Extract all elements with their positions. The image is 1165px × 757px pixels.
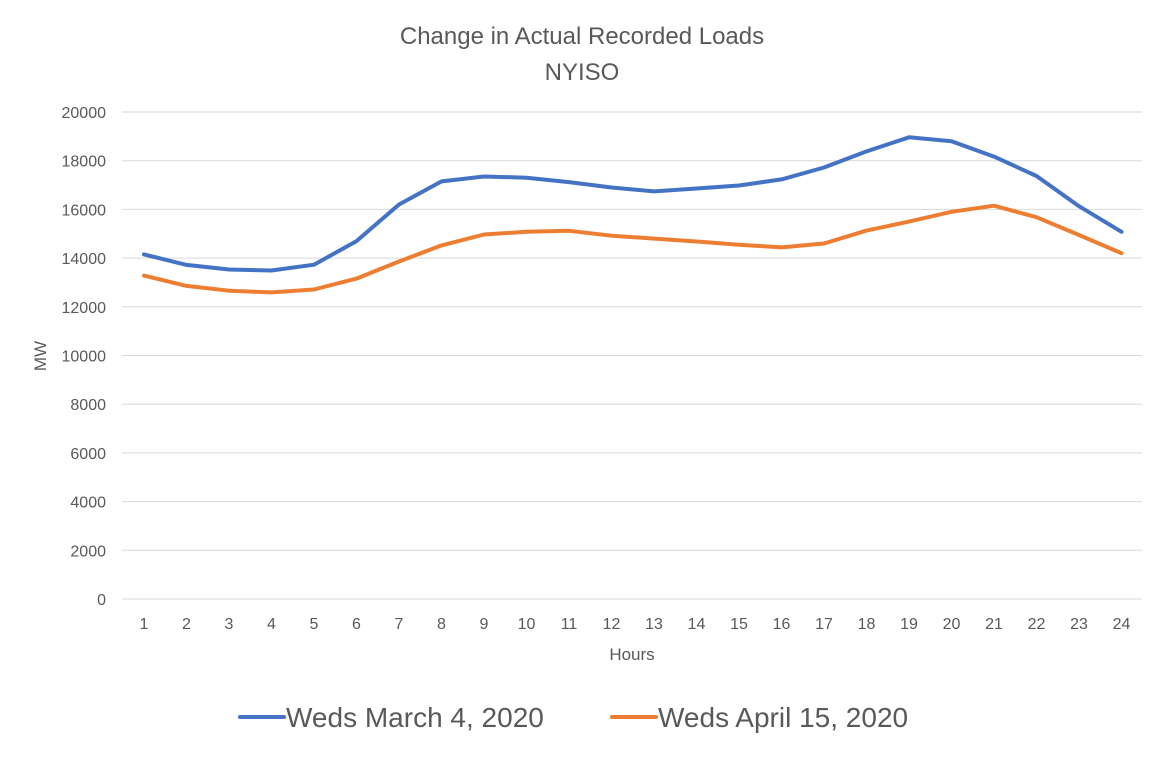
x-tick-label: 9 [480,616,489,633]
y-axis-title: MW [31,341,50,371]
x-tick-label: 20 [943,616,961,633]
x-tick-label: 24 [1113,616,1131,633]
legend-label-2: Weds April 15, 2020 [658,702,908,733]
x-tick-label: 16 [773,616,791,633]
series-line-2 [142,203,1124,295]
y-tick-label: 4000 [70,495,106,512]
x-tick-label: 18 [858,616,876,633]
x-tick-label: 5 [310,616,319,633]
y-tick-label: 10000 [62,349,107,366]
x-tick-label: 6 [352,616,361,633]
x-tick-label: 23 [1070,616,1088,633]
chart-subtitle: NYISO [545,59,620,86]
y-tick-label: 14000 [62,251,107,268]
y-tick-label: 18000 [62,154,107,171]
x-tick-label: 10 [518,616,536,633]
x-tick-label: 3 [225,616,234,633]
x-tick-label: 7 [395,616,404,633]
legend-label-1: Weds March 4, 2020 [286,702,544,733]
y-tick-label: 6000 [70,446,106,463]
x-tick-label: 14 [688,616,706,633]
x-tick-label: 12 [603,616,621,633]
y-tick-label: 2000 [70,543,106,560]
series-line-1 [142,135,1124,273]
x-tick-label: 15 [730,616,748,633]
x-tick-label: 21 [985,616,1003,633]
y-tick-label: 20000 [62,105,107,122]
series-lines [142,135,1124,295]
x-axis-ticks: 1 2 3 4 5 6 7 8 9 10 11 12 13 14 15 16 17 18 19 20 21 22 23 24 [140,616,1131,633]
x-tick-label: 11 [561,616,578,633]
chart-title: Change in Actual Recorded Loads [400,23,764,50]
y-axis-ticks: 0 2000 4000 6000 8000 10000 12000 14000 16000 180… [62,105,107,609]
y-tick-label: 12000 [62,300,107,317]
x-axis-title: Hours [609,645,654,664]
x-tick-label: 8 [437,616,446,633]
x-tick-label: 19 [900,616,918,633]
y-tick-label: 0 [97,592,106,609]
x-tick-label: 4 [267,616,276,633]
x-tick-label: 13 [645,616,663,633]
legend: Weds March 4, 2020 Weds April 15, 2020 [238,702,908,733]
gridlines [122,111,1142,600]
x-tick-label: 22 [1028,616,1046,633]
y-tick-label: 8000 [70,397,106,414]
x-tick-label: 17 [815,616,833,633]
x-tick-label: 1 [140,616,149,633]
y-tick-label: 16000 [62,202,107,219]
x-tick-label: 2 [182,616,191,633]
